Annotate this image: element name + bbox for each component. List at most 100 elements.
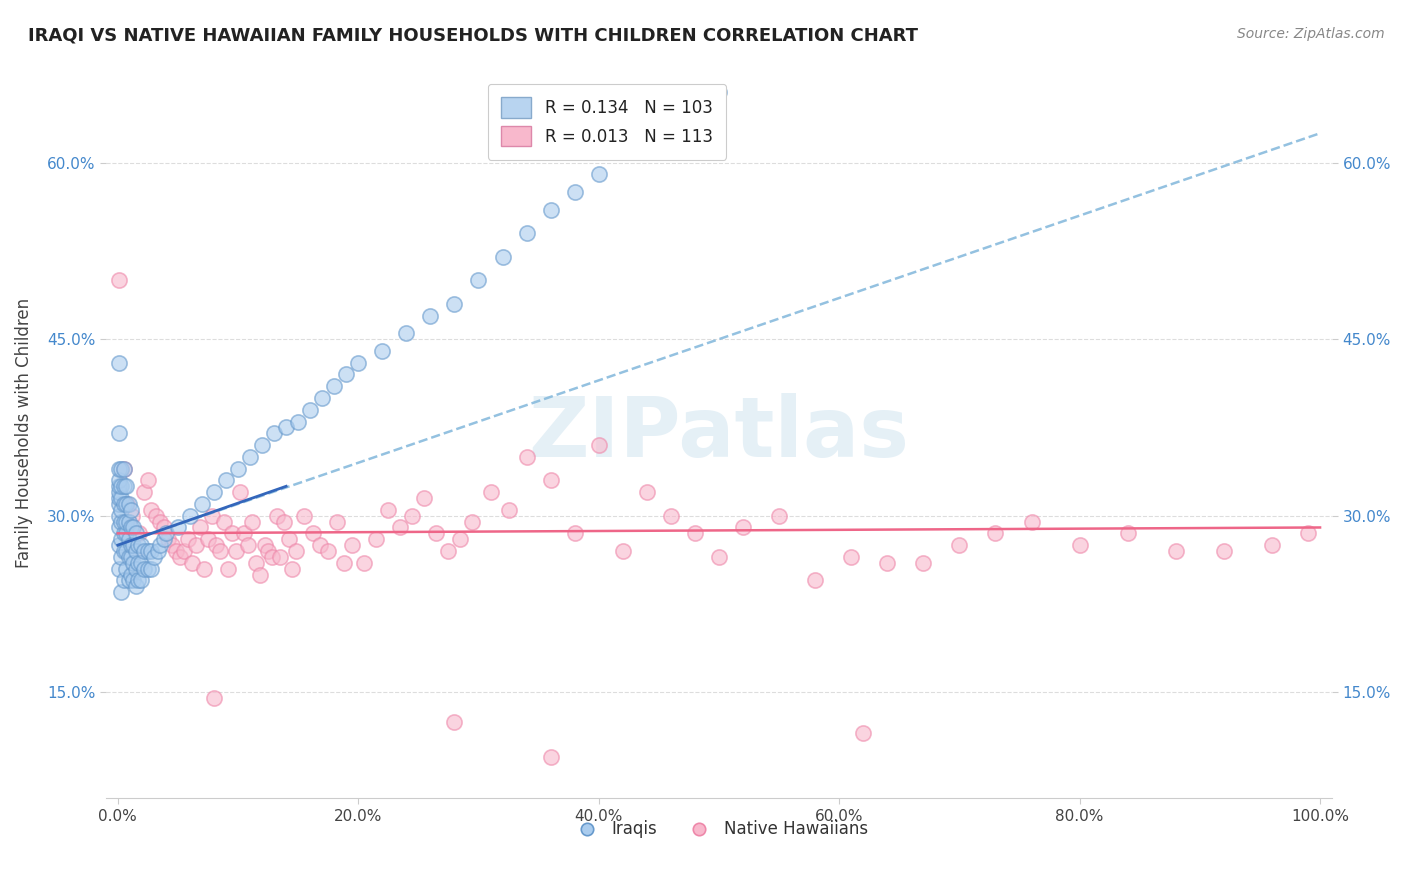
Point [115,562,138,576]
Point [110,479,132,493]
Point [389,520,412,534]
Point [325,515,347,529]
Point [115,544,138,558]
Point [112,526,135,541]
Point [122,556,145,570]
Point [1261,538,1284,552]
Point [707,549,730,564]
Point [333,556,356,570]
Point [179,508,201,523]
Point [108,356,131,370]
Point [217,562,239,576]
Point [125,579,148,593]
Point [335,368,357,382]
Point [239,450,262,464]
Point [110,549,132,564]
Point [540,474,562,488]
Point [984,526,1007,541]
Point [342,538,364,552]
Point [155,526,177,541]
Point [612,144,634,158]
Point [127,538,149,552]
Point [145,508,167,523]
Point [564,526,586,541]
Point [249,567,271,582]
Point [588,438,610,452]
Point [768,508,790,523]
Point [157,533,180,547]
Point [108,520,131,534]
Point [1212,544,1234,558]
Text: ZIPatlas: ZIPatlas [529,392,910,474]
Point [250,438,273,452]
Point [125,526,148,541]
Point [208,544,231,558]
Point [128,526,150,541]
Point [419,309,441,323]
Point [233,526,256,541]
Point [122,574,145,588]
Point [117,549,139,564]
Point [804,574,827,588]
Point [115,515,138,529]
Point [127,574,149,588]
Point [659,109,682,123]
Point [540,202,562,217]
Point [142,549,165,564]
Point [269,549,291,564]
Point [108,497,131,511]
Point [1116,526,1139,541]
Point [1296,526,1319,541]
Point [110,503,132,517]
Point [245,556,267,570]
Point [125,544,148,558]
Point [257,544,280,558]
Point [401,508,423,523]
Point [110,585,132,599]
Point [141,503,163,517]
Point [948,538,970,552]
Point [122,538,145,552]
Point [284,544,307,558]
Point [108,273,131,287]
Point [366,533,388,547]
Point [112,461,135,475]
Point [108,461,131,475]
Y-axis label: Family Households with Children: Family Households with Children [15,298,32,568]
Point [205,538,228,552]
Point [146,544,169,558]
Point [212,515,235,529]
Point [136,544,159,558]
Point [127,556,149,570]
Point [193,562,215,576]
Point [912,556,935,570]
Point [707,85,730,99]
Point [152,533,174,547]
Point [202,691,225,706]
Point [117,515,139,529]
Point [425,526,447,541]
Point [443,297,465,311]
Point [112,515,135,529]
Point [108,479,131,493]
Point [117,497,139,511]
Point [636,485,658,500]
Point [108,474,131,488]
Point [149,515,172,529]
Point [588,168,610,182]
Point [221,526,243,541]
Point [112,461,135,475]
Point [299,402,322,417]
Point [108,508,131,523]
Point [516,227,538,241]
Point [122,520,145,534]
Point [260,549,283,564]
Point [226,461,249,475]
Point [149,538,172,552]
Point [347,356,370,370]
Point [134,485,156,500]
Point [301,526,323,541]
Point [281,562,304,576]
Point [292,508,315,523]
Point [108,426,131,441]
